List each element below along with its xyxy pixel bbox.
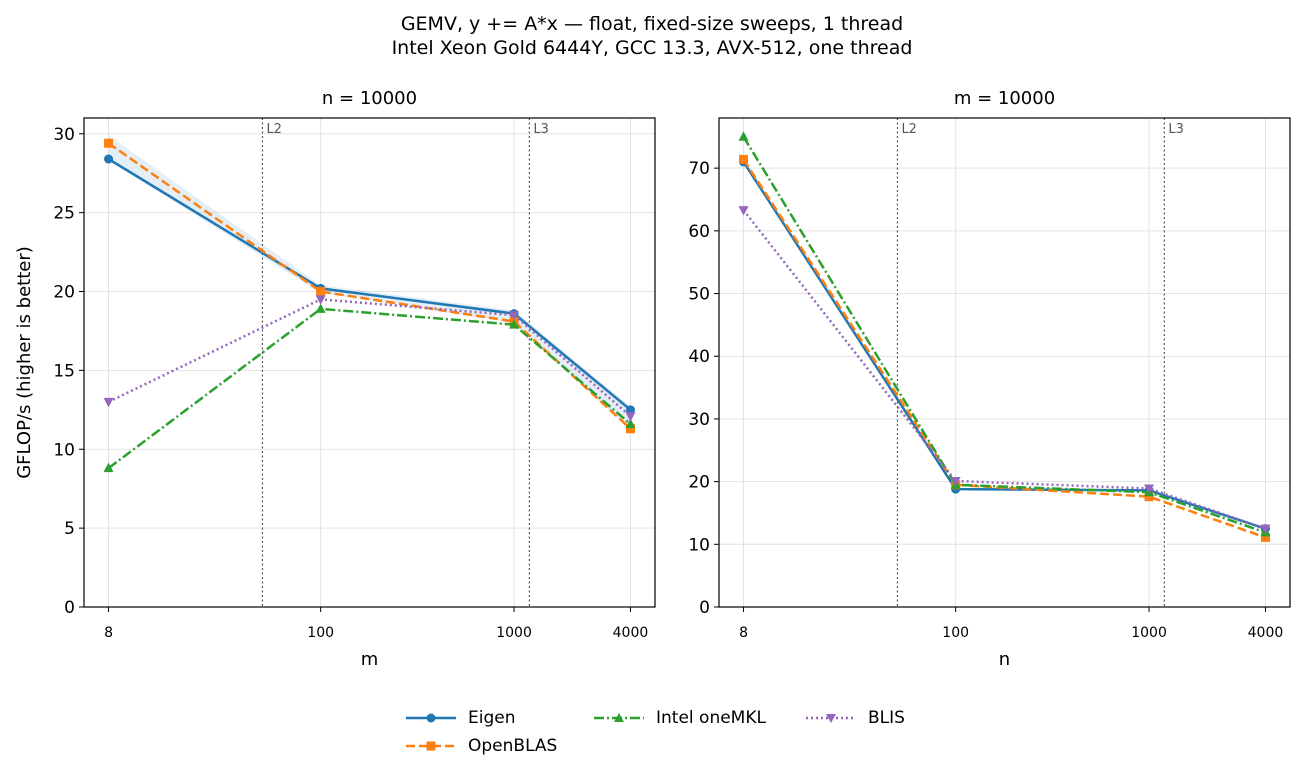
data-point-blis <box>315 295 326 305</box>
cache-label-l2: L2 <box>266 122 282 137</box>
data-point-openblas <box>625 424 635 434</box>
y-tick-label: 10 <box>688 535 710 555</box>
x-tick-label: 4000 <box>613 625 649 641</box>
figure-title-line1: GEMV, y += A*x — float, fixed-size sweep… <box>400 13 904 35</box>
variability-band <box>108 135 631 431</box>
data-point-intel-onemkl <box>509 319 520 329</box>
legend-label-blis: BLIS <box>868 708 905 728</box>
data-point-openblas <box>1260 532 1270 542</box>
y-tick-label: 0 <box>699 598 710 618</box>
y-tick-label: 30 <box>53 125 75 145</box>
data-point-intel-onemkl <box>625 418 636 429</box>
data-point-eigen <box>625 405 635 415</box>
legend-label-eigen: Eigen <box>468 708 516 728</box>
data-point-blis <box>950 476 961 487</box>
x-tick-label: 4000 <box>1248 625 1284 641</box>
y-tick-label: 50 <box>688 285 710 305</box>
data-point-intel-onemkl <box>738 131 749 141</box>
chart-legend: Eigen OpenBLAS Intel oneMKL BLIS <box>396 702 916 760</box>
x-tick-label: 1000 <box>1131 625 1167 641</box>
x-tick-label: 1000 <box>496 625 532 641</box>
series-line-eigen <box>742 161 1266 530</box>
series-line-intel-onemkl <box>107 307 632 470</box>
y-tick-label: 20 <box>53 283 75 303</box>
data-point-openblas <box>104 138 114 148</box>
data-point-openblas <box>316 287 326 297</box>
series-line-openblas <box>742 158 1266 539</box>
y-tick-label: 20 <box>688 473 710 493</box>
legend-label-intel-onemkl: Intel oneMKL <box>656 708 766 728</box>
data-point-blis <box>1260 524 1271 535</box>
panel-title: m = 10000 <box>954 88 1055 109</box>
x-tick-label: 100 <box>942 625 969 641</box>
y-tick-label: 30 <box>688 410 710 430</box>
plot-frame <box>718 117 1291 608</box>
data-point-blis <box>738 206 749 216</box>
data-point-openblas <box>739 154 749 164</box>
y-axis-label: GFLOP/s (higher is better) <box>14 246 35 479</box>
x-tick-label: 8 <box>104 625 113 641</box>
y-tick-label: 15 <box>53 361 75 381</box>
data-point-blis <box>509 311 520 321</box>
series-line-blis <box>742 209 1266 530</box>
y-tick-label: 10 <box>53 440 75 460</box>
series-line-openblas <box>107 142 632 430</box>
data-point-intel-onemkl <box>103 462 114 473</box>
legend-label-openblas: OpenBLAS <box>468 736 558 756</box>
x-tick-label: 100 <box>307 625 334 641</box>
y-tick-label: 60 <box>688 222 710 242</box>
x-tick-label: 8 <box>739 625 748 641</box>
y-tick-label: 0 <box>64 598 75 618</box>
y-tick-label: 70 <box>688 159 710 179</box>
data-point-blis <box>103 397 114 408</box>
data-point-blis <box>1144 484 1155 495</box>
figure-title-line2: Intel Xeon Gold 6444Y, GCC 13.3, AVX-512… <box>391 37 913 59</box>
cache-label-l3: L3 <box>1168 122 1184 137</box>
plot-frame <box>83 117 656 608</box>
y-tick-label: 25 <box>53 204 75 224</box>
data-point-eigen <box>104 154 114 164</box>
chart-panel-1: L2 L3 0 5 10 15 20 25 30 8 100 1000 4000 n = 10000 m GF… <box>14 88 656 670</box>
series-line-eigen <box>107 157 632 411</box>
x-axis-label: m <box>361 649 379 670</box>
series-line-blis <box>107 298 632 418</box>
data-point-openblas <box>1144 492 1154 502</box>
data-point-blis <box>625 412 636 422</box>
x-axis-label: n <box>999 649 1010 670</box>
panel-title: n = 10000 <box>322 88 417 109</box>
cache-label-l2: L2 <box>901 122 917 137</box>
cache-label-l3: L3 <box>533 122 549 137</box>
series-line-intel-onemkl <box>742 136 1266 534</box>
y-tick-label: 5 <box>64 519 75 539</box>
data-point-intel-onemkl <box>315 303 326 313</box>
chart-panel-2: L2 L3 0 10 20 30 40 50 60 70 8 100 1000 4000 m = 10000… <box>688 88 1291 670</box>
y-tick-label: 40 <box>688 347 710 367</box>
